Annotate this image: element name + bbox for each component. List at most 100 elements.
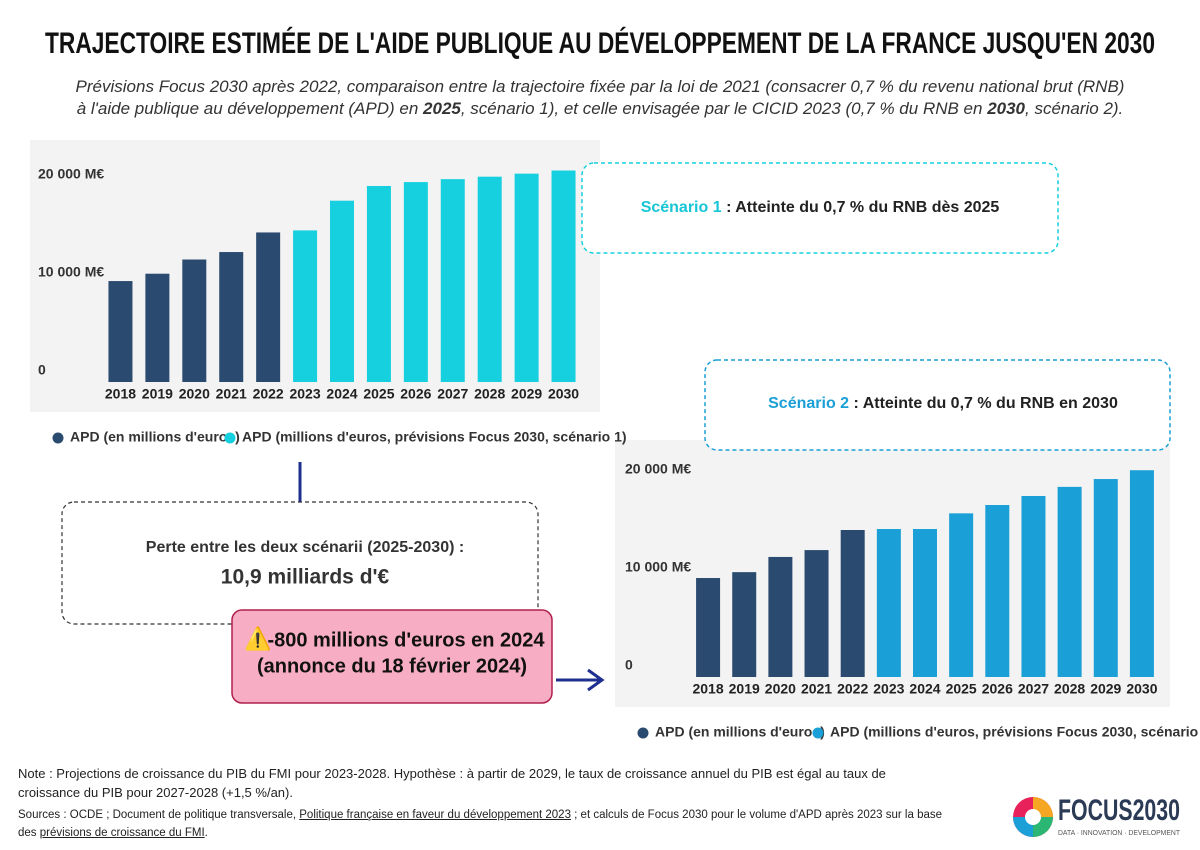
bar — [985, 505, 1010, 677]
loss-box — [61, 501, 539, 625]
x-tick-label: 2020 — [179, 386, 210, 402]
x-tick-label: 2030 — [1126, 681, 1157, 697]
legend-label: APD (en millions d'euros) — [70, 429, 240, 445]
x-tick-label: 2023 — [873, 681, 904, 697]
scenario1-desc: : Atteinte du 0,7 % du RNB dès 2025 — [722, 199, 1000, 216]
y-tick-label: 10 000 M€ — [38, 264, 104, 280]
sources-part: Sources : OCDE ; Document de politique t… — [18, 809, 300, 821]
bar — [440, 179, 465, 382]
bar — [768, 556, 793, 677]
scenario1-label: Scénario 1 — [641, 199, 722, 216]
logo-text: FOCUS2030 — [1058, 794, 1180, 827]
x-tick-label: 2025 — [363, 386, 394, 402]
legend-swatch — [224, 432, 236, 444]
x-tick-label: 2021 — [801, 681, 832, 697]
legend-label: APD (en millions d'euros) — [655, 724, 825, 740]
subtitle-bold: 2030 — [987, 99, 1026, 118]
x-tick-label: 2027 — [1018, 681, 1049, 697]
scenario2-desc: : Atteinte du 0,7 % du RNB en 2030 — [849, 395, 1118, 412]
sources-part: ; et calculs de Focus 2030 pour le volum… — [18, 809, 943, 839]
legend-label: APD (millions d'euros, prévisions Focus … — [830, 724, 1200, 740]
bar — [256, 232, 281, 382]
bar — [1021, 495, 1046, 677]
y-tick-label: 10 000 M€ — [625, 559, 691, 575]
scenario2-label: Scénario 2 — [768, 395, 849, 412]
bar — [949, 513, 974, 677]
bar — [696, 578, 721, 677]
subtitle-bold: 2025 — [423, 99, 461, 118]
bar — [403, 182, 428, 382]
bar — [1129, 470, 1154, 677]
x-tick-label: 2025 — [946, 681, 977, 697]
x-tick-label: 2028 — [1054, 681, 1085, 697]
x-tick-label: 2030 — [548, 386, 579, 402]
x-tick-label: 2022 — [253, 386, 284, 402]
scenario1-box — [581, 162, 1059, 254]
note: Note : Projections de croissance du PIB … — [18, 766, 886, 800]
x-tick-label: 2026 — [982, 681, 1013, 697]
bar — [804, 550, 829, 677]
logo-tagline: DATA · INNOVATION · DEVELOPMENT — [1058, 830, 1181, 837]
bar — [1057, 486, 1082, 677]
alert-line2: (annonce du 18 février 2024) — [257, 655, 527, 677]
sources: Sources : OCDE ; Document de politique t… — [18, 806, 948, 842]
x-tick-label: 2028 — [474, 386, 505, 402]
subtitle-part: Prévisions Focus 2030 après 2022, compar… — [75, 77, 1125, 118]
legend-label: APD (millions d'euros, prévisions Focus … — [242, 429, 627, 445]
bar — [219, 252, 244, 382]
bar — [293, 230, 318, 382]
x-tick-label: 2018 — [105, 386, 136, 402]
subtitle-part: , scénario 1), et celle envisagée par le… — [460, 99, 988, 118]
bar — [876, 529, 901, 677]
x-tick-label: 2020 — [765, 681, 796, 697]
alert-line1: -800 millions d'euros en 2024 — [267, 629, 545, 651]
bar — [330, 200, 354, 382]
loss-line2: 10,9 milliards d'€ — [221, 566, 390, 589]
x-tick-label: 2029 — [511, 386, 542, 402]
bar — [1093, 479, 1118, 677]
bar — [477, 176, 502, 382]
bar — [182, 259, 207, 382]
bar — [145, 273, 170, 382]
x-tick-label: 2021 — [216, 386, 247, 402]
x-tick-label: 2024 — [909, 681, 940, 697]
legend-swatch — [52, 432, 64, 444]
bar — [840, 530, 865, 677]
sources-part: . — [204, 827, 208, 839]
subtitle-part: , scénario 2). — [1025, 99, 1124, 118]
source-link[interactable]: prévisions de croissance du FMI — [39, 827, 205, 839]
scenario2-box — [704, 359, 1171, 451]
arrow-head — [587, 668, 605, 692]
loss-line1: Perte entre les deux scénarii (2025-2030… — [146, 539, 464, 556]
y-tick-label: 20 000 M€ — [38, 166, 104, 182]
bar — [551, 170, 576, 382]
logo-icon — [1013, 797, 1053, 837]
x-tick-label: 2029 — [1090, 681, 1121, 697]
bar — [913, 529, 937, 677]
y-tick-label: 0 — [38, 362, 46, 378]
x-tick-label: 2018 — [692, 681, 723, 697]
x-tick-label: 2024 — [326, 386, 357, 402]
x-tick-label: 2022 — [837, 681, 868, 697]
legend-swatch — [812, 727, 824, 739]
scenario2-text: Scénario 2 : Atteinte du 0,7 % du RNB en… — [768, 395, 1118, 412]
alert-icon: ⚠️ — [244, 626, 271, 651]
source-link[interactable]: Politique française en faveur du dévelop… — [299, 809, 571, 821]
bar — [514, 173, 539, 382]
x-tick-label: 2027 — [437, 386, 468, 402]
x-tick-label: 2019 — [142, 386, 173, 402]
bar — [366, 186, 391, 382]
bar — [108, 281, 133, 382]
bar — [732, 572, 757, 677]
scenario1-text: Scénario 1 : Atteinte du 0,7 % du RNB dè… — [641, 199, 1000, 216]
title: TRAJECTOIRE ESTIMÉE DE L'AIDE PUBLIQUE A… — [45, 26, 1155, 60]
y-tick-label: 20 000 M€ — [625, 461, 691, 477]
x-tick-label: 2023 — [289, 386, 320, 402]
subtitle: Prévisions Focus 2030 après 2022, compar… — [70, 76, 1130, 120]
legend-swatch — [637, 727, 649, 739]
alert-box — [231, 609, 553, 704]
y-tick-label: 0 — [625, 657, 633, 673]
x-tick-label: 2026 — [400, 386, 431, 402]
